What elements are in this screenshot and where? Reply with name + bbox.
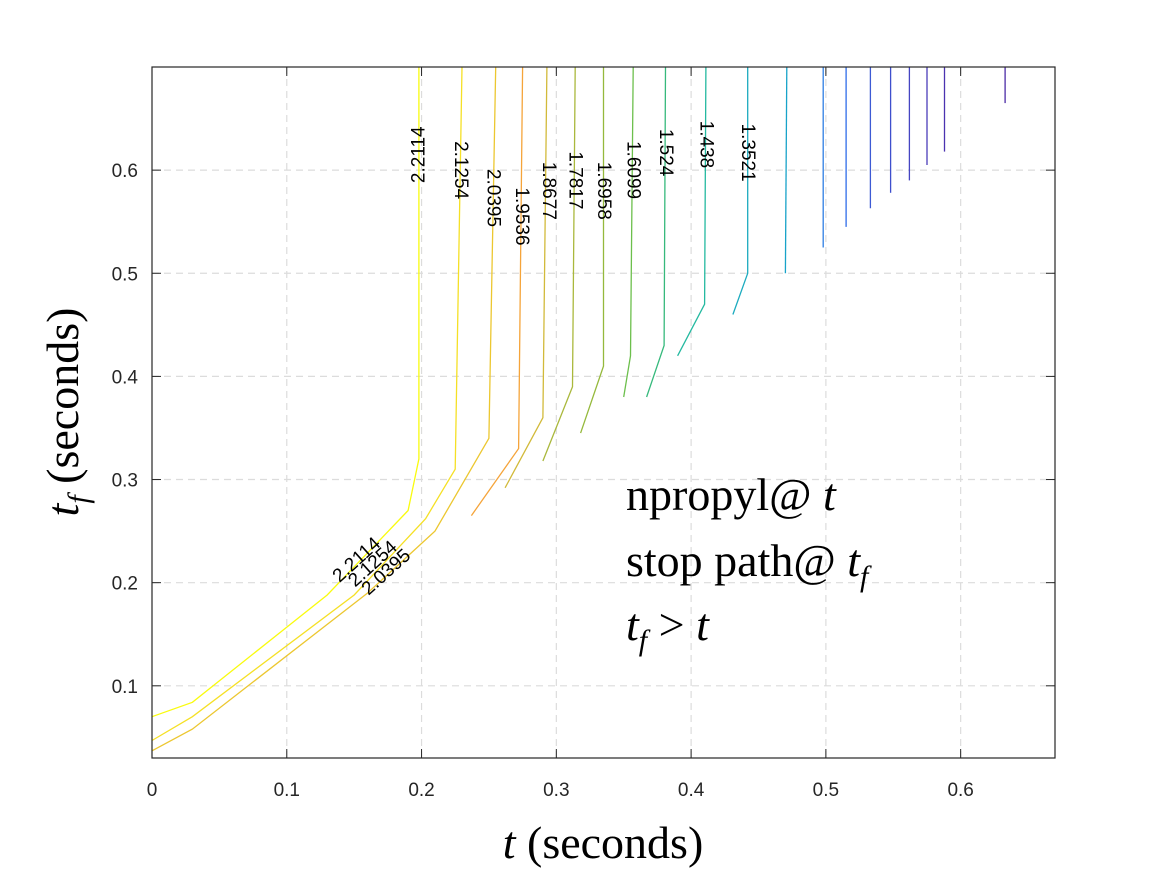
contour-line [677, 66, 707, 357]
annotation-line-3: tf > t [626, 599, 710, 657]
y-tick-label: 0.1 [112, 677, 138, 698]
annotation-line-2: stop path@ tf [626, 535, 872, 593]
x-tick-label: 0.6 [947, 780, 973, 801]
x-axis-label: t (seconds) [503, 817, 704, 868]
contour-line [732, 67, 749, 315]
contour-line [151, 67, 420, 718]
contour-line [784, 66, 788, 274]
contour-lines [151, 66, 1006, 752]
contour-line [151, 66, 463, 742]
x-tick-labels: 0 0.1 0.2 0.3 0.4 0.5 0.6 [147, 780, 974, 801]
contour-label: 2.2114 [408, 126, 429, 183]
contour-line [542, 66, 576, 462]
y-tick-label: 0.3 [112, 471, 138, 492]
plot-frame [151, 66, 1056, 759]
contour-label: 2.1254 [450, 141, 471, 200]
y-tick-label: 0.4 [112, 367, 139, 388]
contour-line [151, 66, 497, 752]
contour-label: 1.6958 [593, 162, 614, 220]
contour-label: 2.0395 [483, 169, 504, 227]
x-tick-label: 0 [147, 780, 158, 801]
y-tick-label: 0.5 [112, 264, 138, 285]
contour-label: 1.7817 [565, 151, 586, 209]
contour-line [623, 66, 634, 398]
axis-ticks [151, 67, 1055, 758]
contour-label: 1.438 [695, 121, 716, 169]
contour-line [504, 66, 548, 489]
contour-label: 1.524 [655, 129, 676, 177]
grid-lines [152, 67, 1055, 758]
y-tick-label: 0.2 [112, 574, 138, 595]
contour-line [645, 66, 667, 398]
contour-label: 1.3521 [737, 124, 758, 182]
contour-label: 1.6099 [623, 141, 644, 199]
x-tick-label: 0.1 [274, 780, 300, 801]
svg-text:tf (seconds): tf (seconds) [37, 308, 95, 517]
annotation-line-1: npropyl@ t [626, 469, 837, 520]
contour-line [470, 66, 524, 516]
x-tick-label: 0.3 [543, 780, 569, 801]
contour-label: 1.8677 [538, 162, 559, 220]
y-axis-label: tf (seconds) [37, 308, 95, 517]
y-tick-labels: 0.1 0.2 0.3 0.4 0.5 0.6 [112, 161, 139, 698]
x-tick-label: 0.4 [678, 780, 705, 801]
contour-label: 1.9536 [511, 187, 532, 245]
contour-line [579, 67, 605, 434]
contour-labels: 2.2114 2.1254 2.0395 1.9536 1.8677 1.7817 1.69… [329, 121, 758, 600]
annotation-block: npropyl@ t stop path@ tf tf > t [626, 469, 872, 657]
x-tick-label: 0.2 [408, 780, 434, 801]
y-tick-label: 0.6 [112, 161, 138, 182]
x-tick-label: 0.5 [813, 780, 839, 801]
